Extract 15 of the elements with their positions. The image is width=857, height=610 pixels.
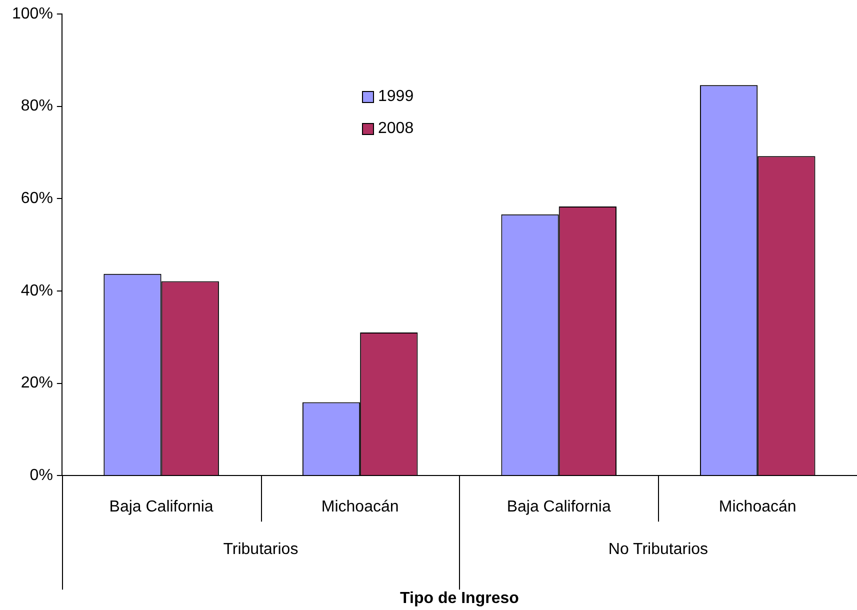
y-tick-label: 20% — [20, 374, 53, 392]
legend-label: 2008 — [378, 120, 414, 138]
legend-label: 1999 — [378, 88, 414, 106]
y-tick-label: 80% — [20, 98, 53, 115]
x-axis-title: Tipo de Ingreso — [400, 590, 520, 607]
x-tick-label: Baja California — [506, 498, 611, 516]
text: Tributarios — [223, 541, 298, 558]
y-tick-label: 40% — [20, 282, 53, 300]
y-tick-label: 0% — [30, 467, 53, 484]
y-tick-label: 60% — [20, 190, 53, 208]
x-tick-label: Baja California — [109, 498, 214, 516]
x-tick-label: Michoacán — [718, 498, 796, 516]
text: No Tributarios — [608, 541, 708, 558]
x-tick-label: Michoacán — [321, 498, 399, 516]
y-tick-label: 100% — [12, 5, 53, 22]
